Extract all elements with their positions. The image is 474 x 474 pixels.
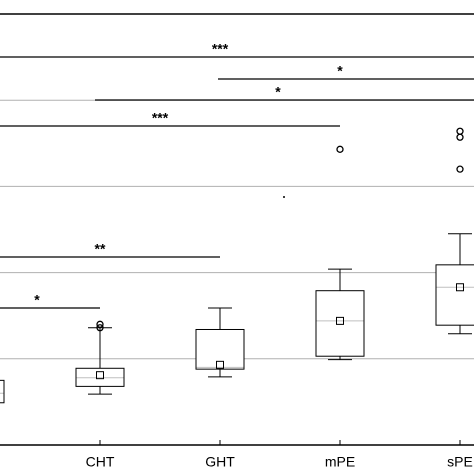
outlier	[456, 133, 464, 141]
significance-label: *	[337, 63, 343, 79]
x-tick-label: mPE	[325, 454, 355, 470]
outlier	[96, 324, 104, 332]
outlier	[456, 165, 464, 173]
x-tick-label: GHT	[205, 454, 235, 470]
outlier	[336, 145, 344, 153]
x-tick-label: sPE	[447, 454, 473, 470]
x-tick-label: CHT	[86, 454, 115, 470]
significance-label: *	[34, 292, 40, 308]
box	[315, 290, 365, 357]
box	[0, 379, 5, 404]
significance-label: *	[275, 84, 281, 100]
box	[195, 328, 245, 370]
mean	[456, 283, 464, 292]
stray-dot	[283, 196, 285, 198]
outlier	[96, 320, 104, 328]
box	[435, 264, 474, 326]
box	[75, 367, 125, 387]
mean	[96, 371, 104, 380]
mean	[216, 360, 224, 369]
significance-label: **	[95, 241, 106, 257]
mean	[336, 316, 344, 325]
significance-label: ***	[152, 110, 169, 126]
significance-label: ***	[212, 41, 229, 57]
outlier	[456, 127, 464, 135]
